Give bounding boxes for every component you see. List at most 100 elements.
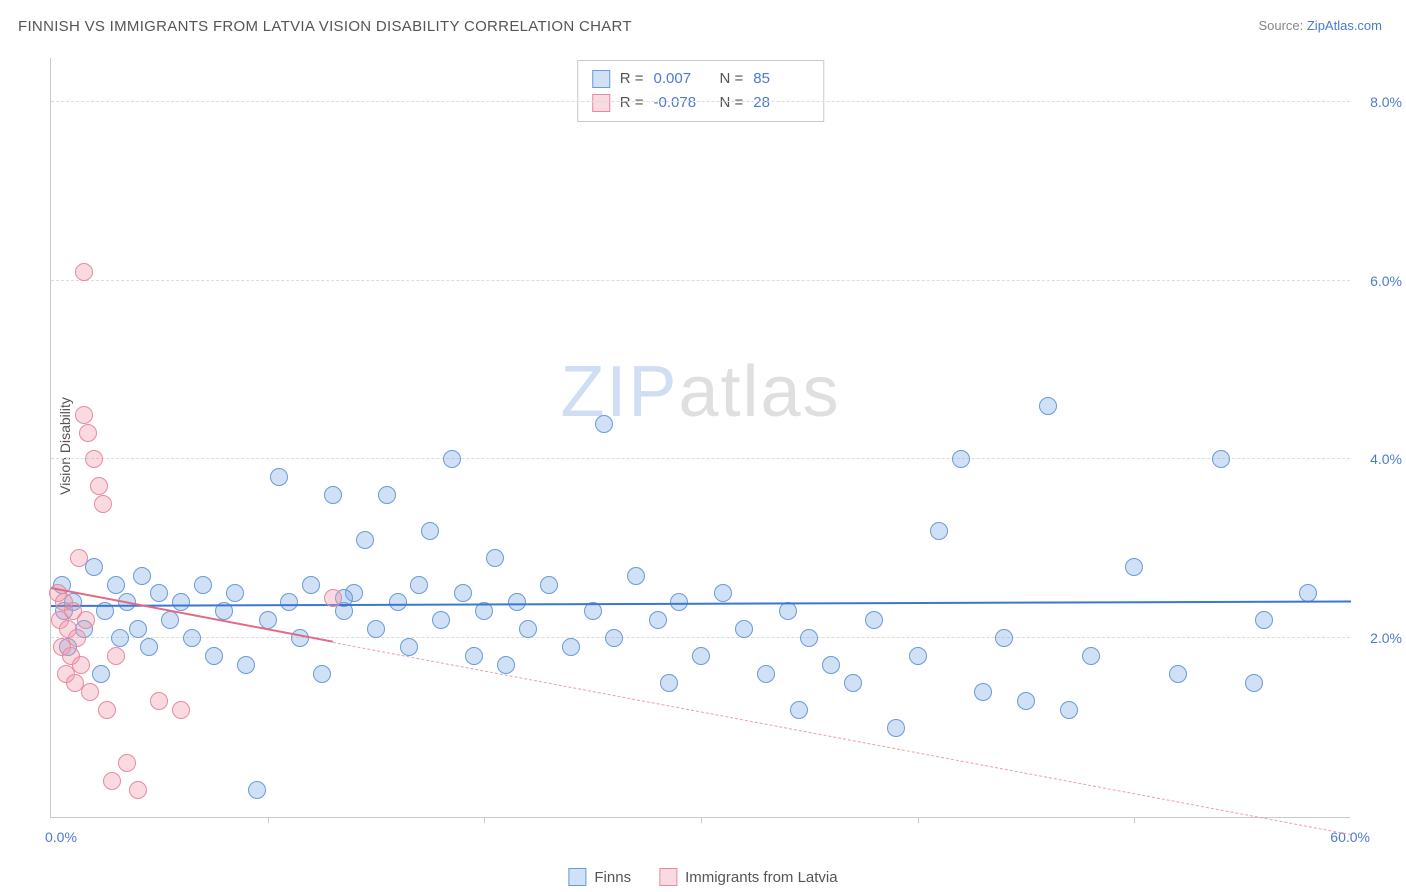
data-point xyxy=(68,629,86,647)
data-point xyxy=(497,656,515,674)
data-point xyxy=(865,611,883,629)
data-point xyxy=(172,593,190,611)
data-point xyxy=(129,781,147,799)
x-tick xyxy=(1134,817,1135,823)
data-point xyxy=(205,647,223,665)
data-point xyxy=(779,602,797,620)
data-point xyxy=(237,656,255,674)
source-link[interactable]: ZipAtlas.com xyxy=(1307,18,1382,33)
data-point xyxy=(735,620,753,638)
data-point xyxy=(887,719,905,737)
data-point xyxy=(226,584,244,602)
x-tick xyxy=(918,817,919,823)
data-point xyxy=(85,450,103,468)
data-point xyxy=(627,567,645,585)
data-point xyxy=(1255,611,1273,629)
data-point xyxy=(133,567,151,585)
gridline xyxy=(51,637,1350,638)
data-point xyxy=(822,656,840,674)
data-point xyxy=(98,701,116,719)
data-point xyxy=(400,638,418,656)
data-point xyxy=(930,522,948,540)
gridline xyxy=(51,101,1350,102)
data-point xyxy=(90,477,108,495)
correlation-stats-box: R =0.007N =85R =-0.078N =28 xyxy=(577,60,825,122)
data-point xyxy=(800,629,818,647)
data-point xyxy=(94,495,112,513)
data-point xyxy=(129,620,147,638)
data-point xyxy=(378,486,396,504)
trend-line xyxy=(51,600,1351,606)
r-label: R = xyxy=(620,67,644,91)
data-point xyxy=(486,549,504,567)
r-value: -0.078 xyxy=(654,91,710,115)
legend-item: Finns xyxy=(568,868,631,886)
data-point xyxy=(790,701,808,719)
data-point xyxy=(194,576,212,594)
gridline xyxy=(51,458,1350,459)
data-point xyxy=(465,647,483,665)
r-value: 0.007 xyxy=(654,67,710,91)
data-point xyxy=(161,611,179,629)
data-point xyxy=(1060,701,1078,719)
data-point xyxy=(757,665,775,683)
stats-row: R =0.007N =85 xyxy=(592,67,810,91)
data-point xyxy=(77,611,95,629)
source-attribution: Source: ZipAtlas.com xyxy=(1258,18,1382,33)
data-point xyxy=(248,781,266,799)
data-point xyxy=(1039,397,1057,415)
data-point xyxy=(280,593,298,611)
data-point xyxy=(140,638,158,656)
x-axis-min-label: 0.0% xyxy=(45,829,77,845)
data-point xyxy=(714,584,732,602)
data-point xyxy=(107,576,125,594)
data-point xyxy=(72,656,90,674)
data-point xyxy=(454,584,472,602)
trend-line xyxy=(333,642,1352,835)
x-tick xyxy=(268,817,269,823)
data-point xyxy=(183,629,201,647)
data-point xyxy=(562,638,580,656)
data-point xyxy=(1169,665,1187,683)
data-point xyxy=(995,629,1013,647)
n-value: 28 xyxy=(753,91,809,115)
legend-swatch xyxy=(659,868,677,886)
data-point xyxy=(1212,450,1230,468)
data-point xyxy=(150,584,168,602)
data-point xyxy=(107,647,125,665)
series-swatch xyxy=(592,70,610,88)
data-point xyxy=(324,589,342,607)
data-point xyxy=(595,415,613,433)
data-point xyxy=(909,647,927,665)
data-point xyxy=(410,576,428,594)
y-tick-label: 6.0% xyxy=(1370,273,1402,289)
data-point xyxy=(660,674,678,692)
data-point xyxy=(75,263,93,281)
series-legend: Finns Immigrants from Latvia xyxy=(568,868,837,886)
data-point xyxy=(844,674,862,692)
data-point xyxy=(519,620,537,638)
y-tick-label: 2.0% xyxy=(1370,630,1402,646)
data-point xyxy=(1017,692,1035,710)
data-point xyxy=(118,754,136,772)
legend-label: Immigrants from Latvia xyxy=(685,869,838,886)
data-point xyxy=(540,576,558,594)
data-point xyxy=(974,683,992,701)
data-point xyxy=(79,424,97,442)
data-point xyxy=(649,611,667,629)
data-point xyxy=(150,692,168,710)
data-point xyxy=(291,629,309,647)
data-point xyxy=(1245,674,1263,692)
data-point xyxy=(111,629,129,647)
legend-swatch xyxy=(568,868,586,886)
legend-item: Immigrants from Latvia xyxy=(659,868,838,886)
data-point xyxy=(172,701,190,719)
data-point xyxy=(92,665,110,683)
data-point xyxy=(70,549,88,567)
data-point xyxy=(692,647,710,665)
data-point xyxy=(270,468,288,486)
n-label: N = xyxy=(720,67,744,91)
data-point xyxy=(605,629,623,647)
data-point xyxy=(103,772,121,790)
watermark-zip: ZIP xyxy=(560,352,678,432)
